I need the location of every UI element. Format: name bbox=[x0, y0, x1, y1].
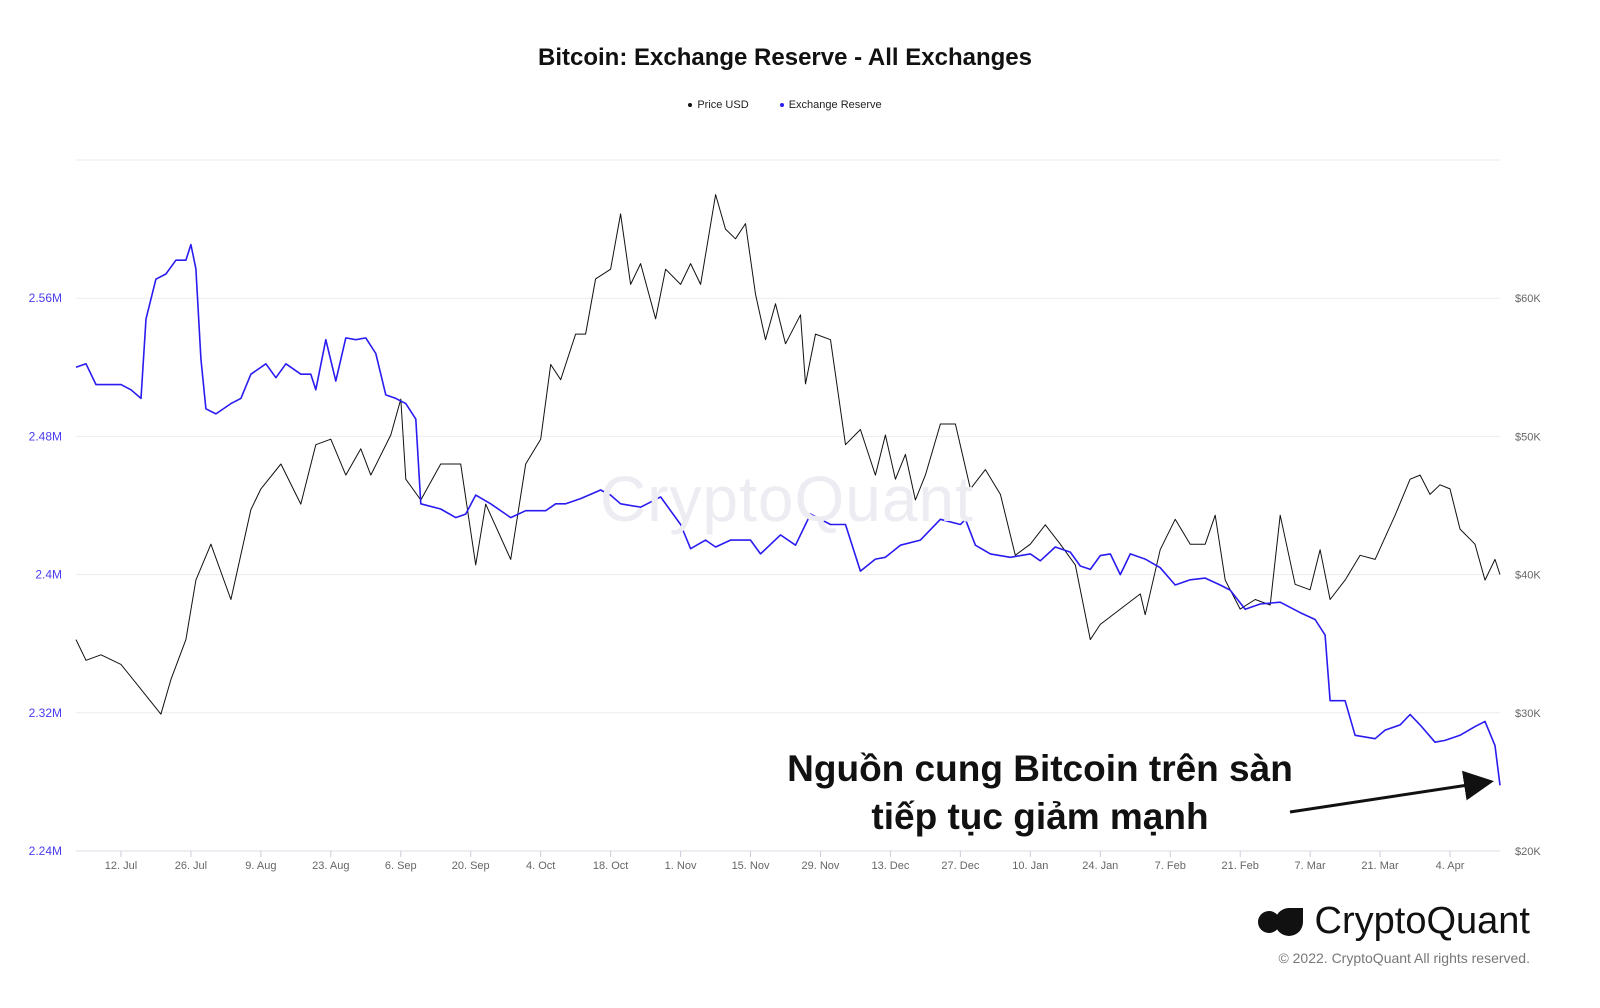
y-right-tick-label: $60K bbox=[1515, 293, 1541, 305]
x-tick-label: 7. Feb bbox=[1155, 860, 1186, 872]
price-usd-line[interactable] bbox=[75, 194, 1501, 715]
legend: Price USD Exchange Reserve bbox=[0, 99, 1570, 111]
x-tick-label: 27. Dec bbox=[941, 860, 979, 872]
x-tick-label: 4. Oct bbox=[526, 860, 555, 872]
x-tick-label: 6. Sep bbox=[385, 860, 417, 872]
legend-label: Price USD bbox=[697, 99, 749, 111]
x-tick-label: 1. Nov bbox=[665, 860, 697, 872]
x-tick-label: 9. Aug bbox=[245, 860, 276, 872]
annotation-arrow bbox=[1289, 770, 1494, 814]
x-tick-label: 21. Mar bbox=[1361, 860, 1399, 872]
logo-text: CryptoQuant bbox=[1314, 900, 1530, 942]
x-tick-label: 24. Jan bbox=[1082, 860, 1118, 872]
y-right-tick-label: $30K bbox=[1515, 708, 1541, 720]
x-tick-label: 23. Aug bbox=[312, 860, 349, 872]
x-tick-label: 26. Jul bbox=[175, 860, 207, 872]
exchange-reserve-line[interactable] bbox=[75, 243, 1501, 786]
y-left-tick-label: 2.4M bbox=[35, 568, 62, 582]
x-tick-label: 13. Dec bbox=[871, 860, 909, 872]
chart-title: Bitcoin: Exchange Reserve - All Exchange… bbox=[538, 44, 1032, 71]
y-left-tick-label: 2.56M bbox=[29, 291, 62, 305]
legend-item-price[interactable]: Price USD bbox=[688, 99, 749, 111]
x-tick-label: 10. Jan bbox=[1012, 860, 1048, 872]
legend-label: Exchange Reserve bbox=[788, 99, 882, 111]
legend-dot-icon bbox=[779, 103, 784, 108]
annotation: Nguồn cung Bitcoin trên sàn tiếp tục giả… bbox=[760, 745, 1320, 841]
legend-item-reserve[interactable]: Exchange Reserve bbox=[779, 99, 882, 111]
legend-dot-icon bbox=[688, 103, 693, 108]
y-right-tick-label: $50K bbox=[1515, 431, 1541, 443]
x-tick-label: 15. Nov bbox=[732, 860, 770, 872]
y-right-tick-label: $40K bbox=[1515, 570, 1541, 582]
x-tick-label: 12. Jul bbox=[105, 860, 137, 872]
annotation-line: tiếp tục giảm mạnh bbox=[871, 796, 1209, 837]
x-tick-label: 29. Nov bbox=[802, 860, 840, 872]
cryptoquant-logo-icon bbox=[1257, 907, 1303, 936]
x-tick-label: 18. Oct bbox=[593, 860, 628, 872]
watermark: CryptoQuant bbox=[600, 463, 974, 535]
x-tick-label: 7. Mar bbox=[1295, 860, 1327, 872]
x-tick-label: 21. Feb bbox=[1222, 860, 1259, 872]
y-left-tick-label: 2.32M bbox=[29, 706, 62, 720]
y-right-tick-label: $20K bbox=[1515, 846, 1541, 858]
y-left-tick-label: 2.24M bbox=[29, 844, 62, 858]
y-left-tick-label: 2.48M bbox=[29, 429, 62, 443]
brand-logo: CryptoQuant bbox=[1257, 900, 1530, 943]
x-tick-label: 20. Sep bbox=[452, 860, 490, 872]
annotation-line: Nguồn cung Bitcoin trên sàn bbox=[787, 748, 1293, 789]
copyright: © 2022. CryptoQuant All rights reserved. bbox=[1278, 950, 1530, 966]
x-tick-label: 4. Apr bbox=[1436, 860, 1465, 872]
